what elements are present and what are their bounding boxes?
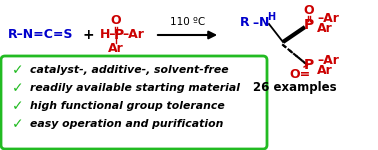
Text: P: P (304, 58, 314, 72)
Text: –Ar: –Ar (317, 12, 339, 26)
Text: ✓: ✓ (12, 117, 24, 131)
Text: high functional group tolerance: high functional group tolerance (30, 101, 225, 111)
Text: –: – (252, 16, 258, 30)
Text: –Ar: –Ar (122, 28, 144, 42)
Text: –Ar: –Ar (317, 54, 339, 68)
Text: easy operation and purification: easy operation and purification (30, 119, 223, 129)
FancyBboxPatch shape (1, 56, 267, 149)
Text: O: O (304, 4, 314, 18)
Text: ✓: ✓ (12, 81, 24, 95)
Text: O=: O= (289, 69, 310, 81)
Text: ✓: ✓ (12, 99, 24, 113)
Text: readily available starting material: readily available starting material (30, 83, 240, 93)
Text: P: P (304, 18, 314, 32)
Text: catalyst-, additive-, solvent-free: catalyst-, additive-, solvent-free (30, 65, 229, 75)
Text: 110 ºC: 110 ºC (170, 17, 205, 27)
Text: R–N=C=S: R–N=C=S (8, 28, 73, 42)
Text: P: P (114, 28, 124, 42)
Text: H–: H– (100, 28, 116, 42)
Text: Ar: Ar (317, 64, 333, 78)
Text: H: H (267, 12, 275, 22)
Text: Ar: Ar (317, 22, 333, 36)
Text: 26 examples: 26 examples (253, 81, 337, 93)
Text: O: O (111, 15, 121, 27)
Text: Ar: Ar (108, 42, 124, 54)
Text: +: + (82, 28, 94, 42)
Text: N: N (259, 16, 270, 30)
Text: R: R (240, 16, 249, 30)
Text: ✓: ✓ (12, 63, 24, 77)
